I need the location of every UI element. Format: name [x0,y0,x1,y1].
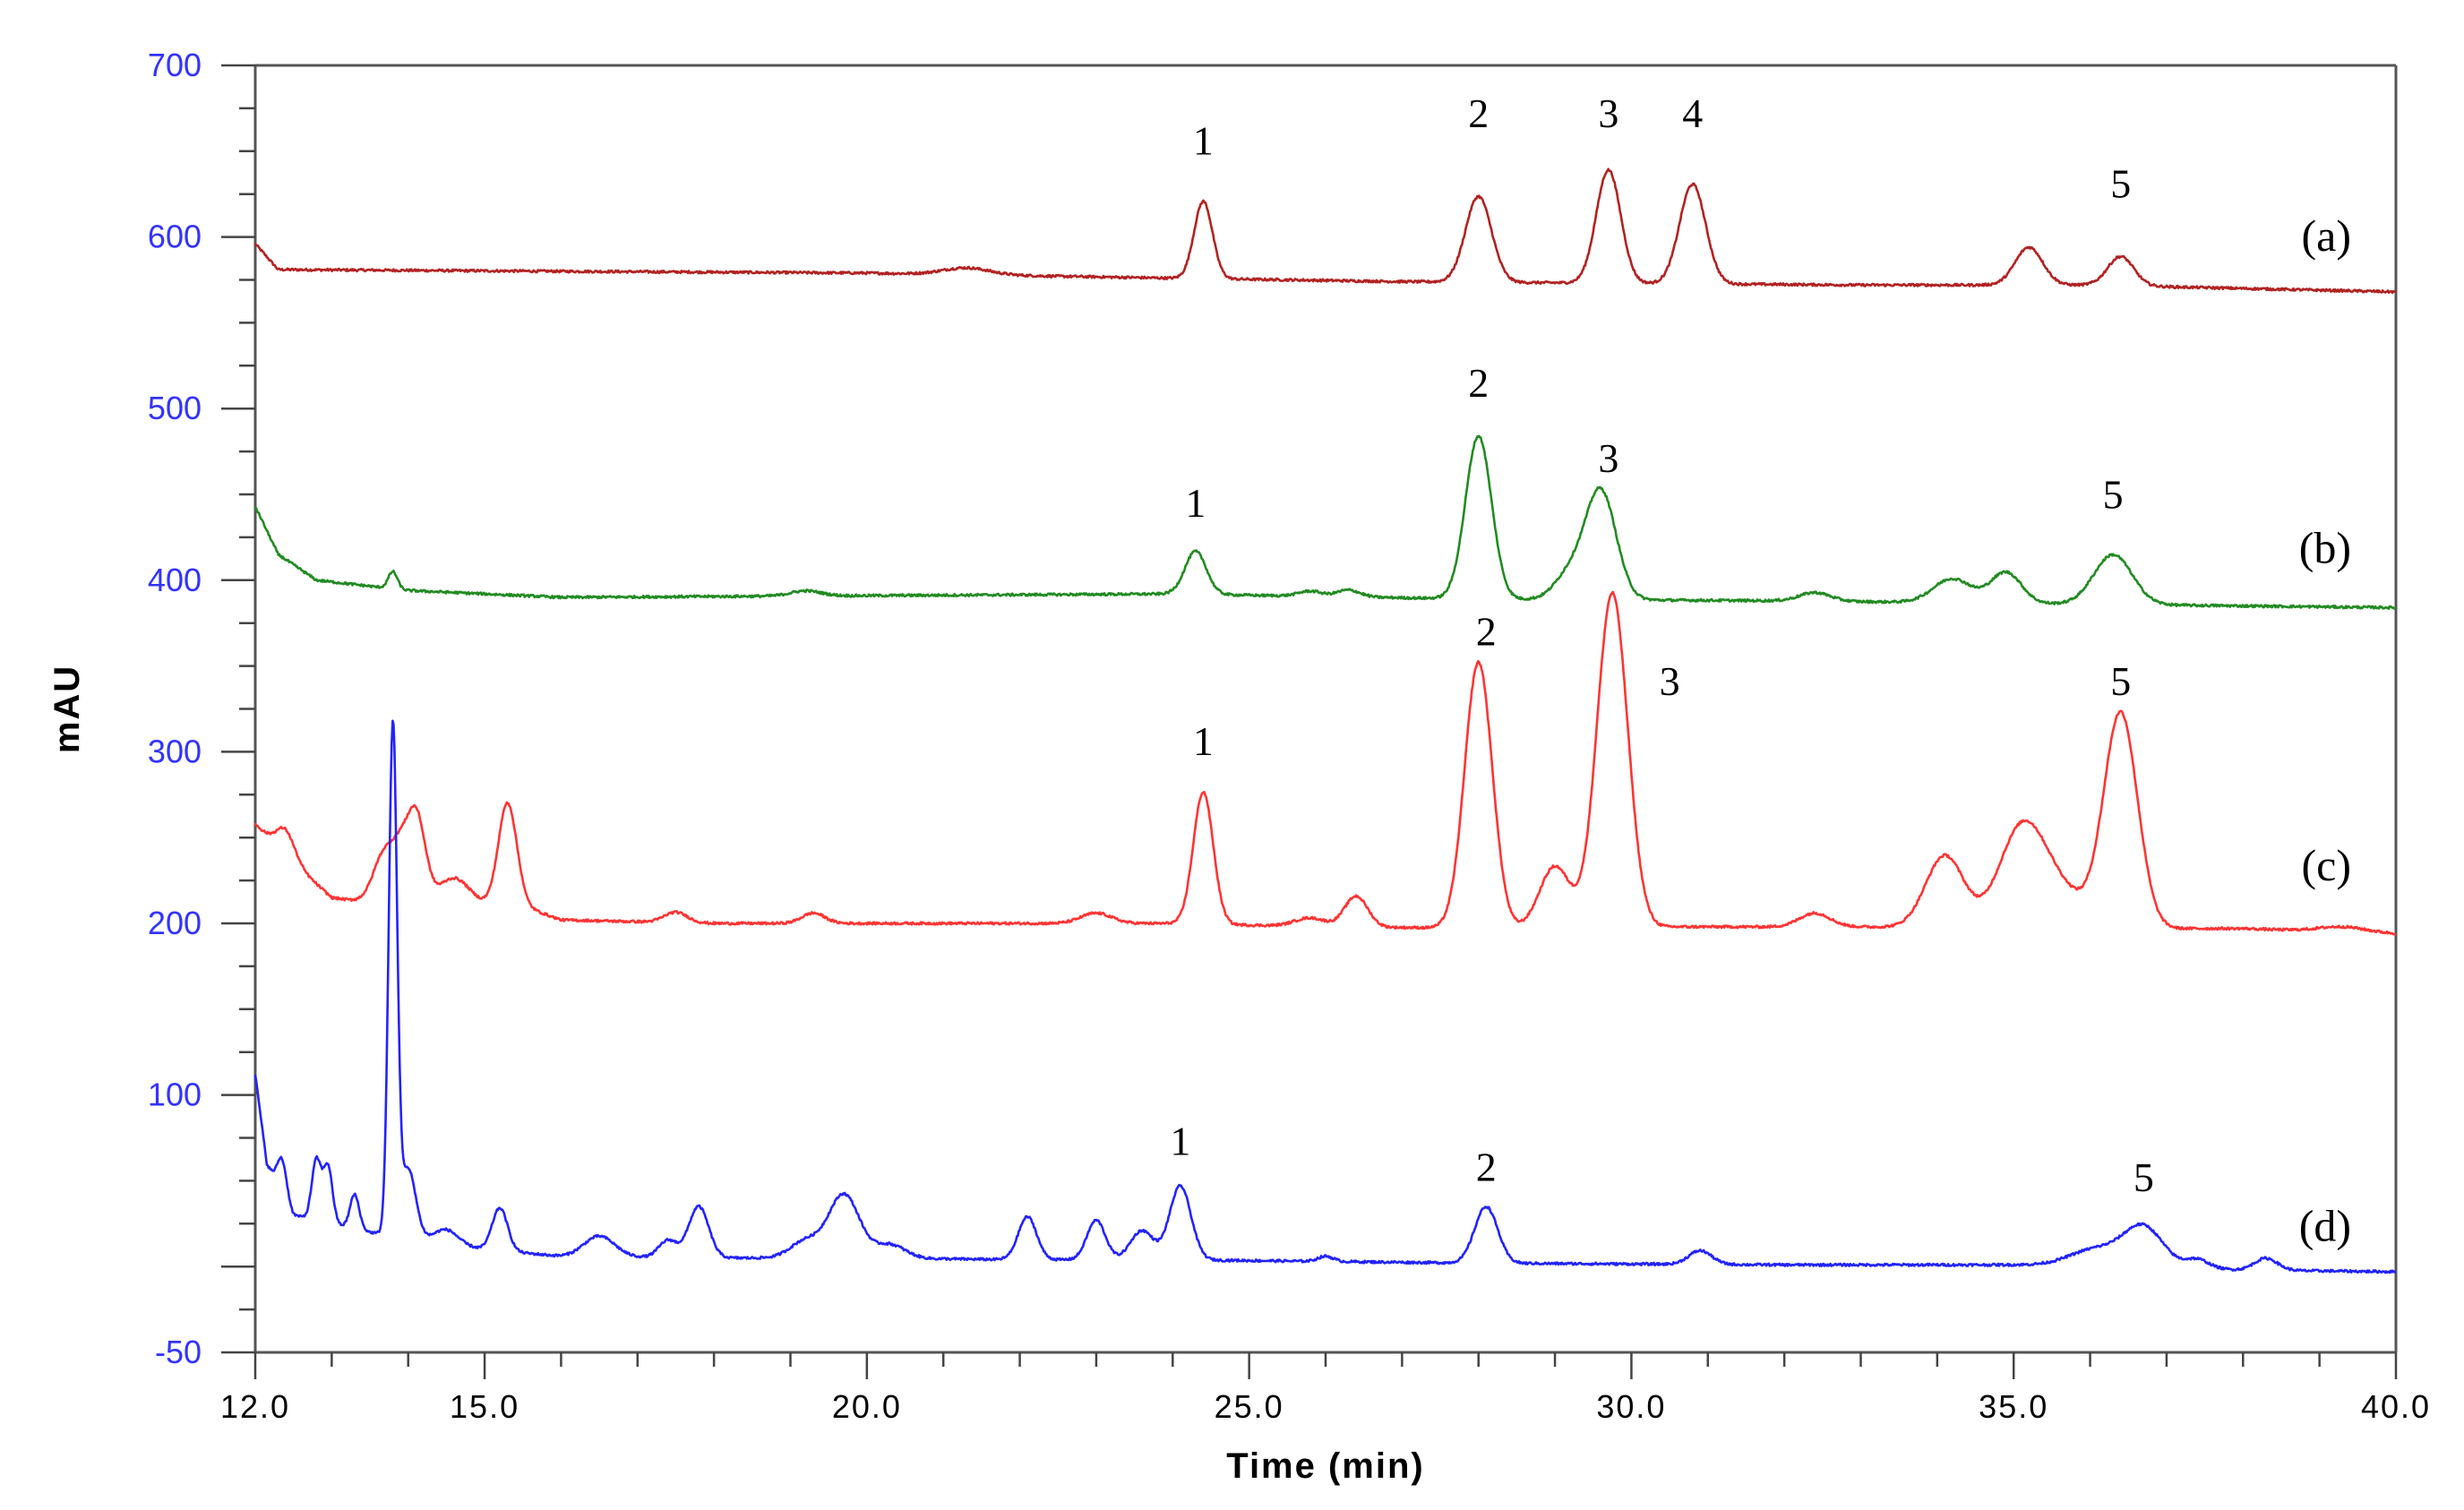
peak-label: 3 [1598,435,1618,481]
peak-label: 2 [1468,360,1489,406]
series-line-0 [253,167,2397,295]
y-tick-label: 100 [148,1077,202,1113]
axes-layer: -50 100 200 300 400 500 600 700 12.0 15.0 20.0 25.0… [47,47,2431,1486]
x-axis-title: Time (min) [1226,1446,1425,1486]
panel-label: (d) [2299,1200,2351,1250]
peak-label: 5 [2103,471,2124,517]
x-tick-label: 25.0 [1215,1388,1284,1425]
peak-label: 1 [1185,480,1206,526]
peak-label: 3 [1598,90,1618,136]
peak-label: 4 [1682,90,1703,136]
panel-label: (c) [2302,840,2352,890]
x-tick-label: 40.0 [2361,1388,2431,1425]
peak-label: 2 [1468,90,1489,136]
panel-label: (a) [2302,210,2352,261]
y-axis-title: mAU [47,665,87,753]
panel-label: (b) [2299,523,2351,573]
peak-label: 5 [2110,161,2131,207]
y-tick-label: -50 [155,1334,202,1370]
series-line-2 [253,590,2397,936]
y-tick-label: 600 [148,219,202,255]
x-tick-label: 12.0 [220,1388,290,1425]
peak-label: 1 [1193,718,1214,764]
x-tick-label: 20.0 [832,1388,902,1425]
x-tick-label: 15.0 [450,1388,519,1425]
y-tick-label: 200 [148,905,202,941]
y-tick-label: 400 [148,562,202,598]
peak-label: 2 [1476,609,1497,655]
series-layer [253,167,2397,1274]
series-line-3 [253,719,2397,1274]
y-tick-label: 700 [148,47,202,83]
peak-label: 1 [1193,118,1214,164]
peak-label: 1 [1170,1119,1190,1164]
peak-label: 5 [2133,1154,2154,1200]
peak-label: 2 [1476,1144,1497,1189]
series-line-1 [253,434,2397,610]
x-tick-label: 30.0 [1596,1388,1666,1425]
peak-label: 3 [1660,658,1680,704]
labels-layer: 1 2 3 4 5 1 2 3 5 1 2 3 5 1 2 5 (a) (b) (c) (d) [1170,90,2351,1250]
x-tick-label: 35.0 [1979,1388,2048,1425]
y-tick-label: 300 [148,733,202,769]
peak-label: 5 [2110,658,2131,704]
y-tick-label: 500 [148,390,202,426]
